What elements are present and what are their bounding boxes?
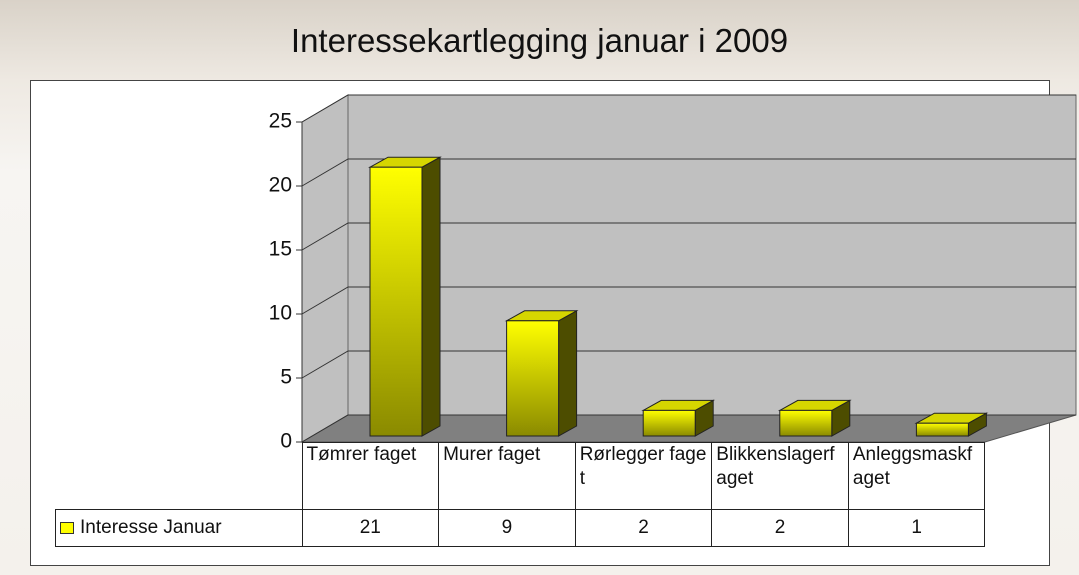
bar-side [422,157,440,436]
value-label: 2 [712,510,849,547]
value-label: 1 [848,510,985,547]
bar-front [643,410,695,436]
bar-front [507,321,559,436]
y-tick-label: 5 [280,366,292,389]
bar-side [559,311,577,436]
y-tick-label: 25 [269,110,292,133]
back-wall [348,95,1076,415]
legend-cell: Interesse Januar [56,510,303,547]
x-tick-label: Blikkenslagerfaget [712,443,849,510]
bar-front [370,167,422,436]
x-tick-label: Rørlegger faget [575,443,712,510]
bar-front [916,423,968,436]
x-tick-label: Murer faget [439,443,576,510]
y-tick-label: 20 [269,174,292,197]
side-wall [302,95,348,442]
page: Interessekartlegging januar i 2009 05101… [0,0,1079,575]
y-tick-label: 15 [269,238,292,261]
corner-cell [56,443,303,510]
x-tick-label: Anleggsmaskfaget [848,443,985,510]
value-label: 21 [302,510,439,547]
legend-label: Interesse Januar [80,517,222,538]
legend-swatch [60,522,74,534]
bar [507,311,577,436]
y-tick-label: 10 [269,302,292,325]
bar-front [780,410,832,436]
bar [780,400,850,436]
x-tick-label: Tømrer faget [302,443,439,510]
value-label: 2 [575,510,712,547]
bar [643,400,713,436]
bar [370,157,440,436]
value-label: 9 [439,510,576,547]
